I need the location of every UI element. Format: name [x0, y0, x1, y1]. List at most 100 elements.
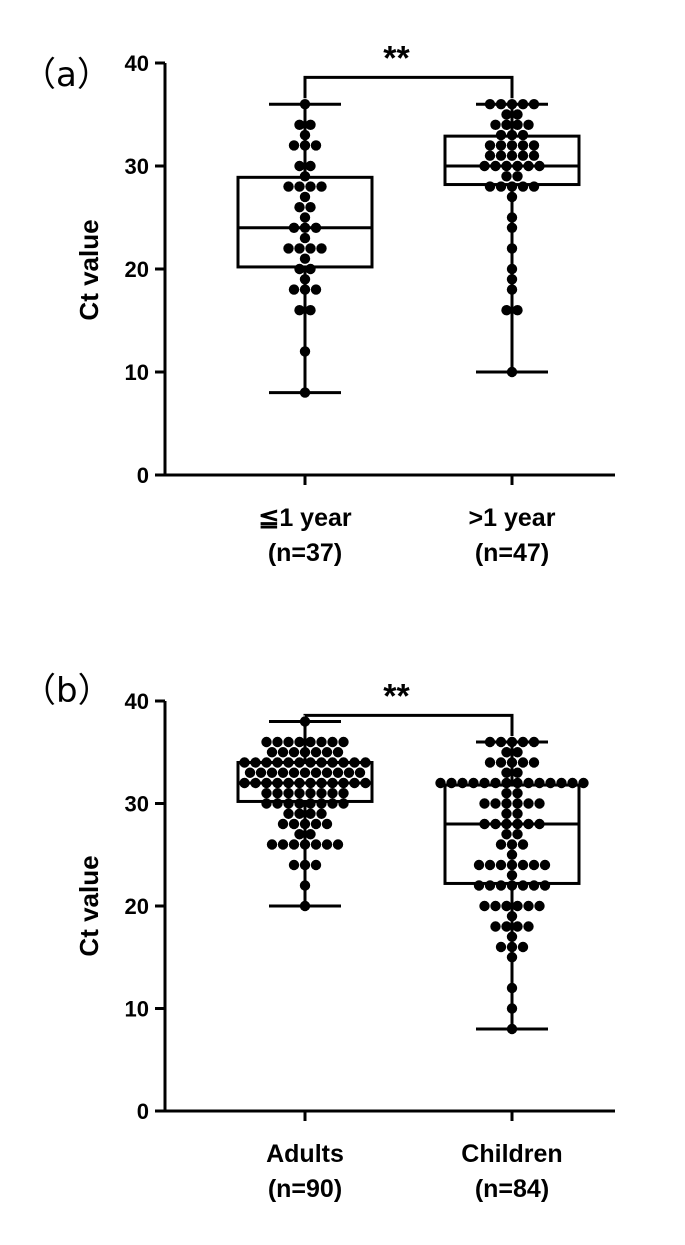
data-point-a-1-38	[512, 119, 523, 130]
data-point-a-1-8	[506, 212, 518, 223]
data-point-b-1-44	[523, 818, 534, 830]
data-point-b-1-72	[484, 757, 496, 768]
data-point-b-1-43	[512, 818, 523, 830]
data-point-a-1-26	[517, 150, 529, 161]
y-axis-label-b: Ct value	[74, 855, 104, 956]
y-tick-label-a-0: 0	[137, 463, 149, 488]
y-tick-label-b-0: 0	[137, 1099, 149, 1124]
data-point-a-0-36	[299, 99, 311, 110]
category-n-label-a-1: (n=47)	[475, 539, 549, 567]
data-point-a-1-5	[506, 263, 518, 275]
data-point-b-0-70	[327, 757, 338, 768]
data-point-a-0-19	[299, 212, 311, 223]
data-point-b-0-42	[272, 777, 283, 789]
data-point-b-0-53	[266, 767, 278, 778]
data-point-b-1-31	[517, 859, 529, 871]
data-point-b-0-39	[239, 777, 250, 789]
data-point-b-1-60	[479, 777, 490, 789]
data-point-a-0-25	[305, 181, 316, 192]
data-point-b-1-9	[501, 921, 512, 932]
data-point-a-0-18	[310, 222, 322, 233]
data-point-b-1-58	[457, 777, 468, 789]
data-point-a-0-13	[305, 243, 316, 254]
data-point-b-1-17	[523, 900, 534, 912]
category-n-label-b-0: (n=90)	[268, 1175, 342, 1203]
data-point-a-1-46	[528, 99, 540, 110]
data-point-b-1-74	[506, 757, 518, 768]
data-point-b-0-77	[299, 747, 311, 758]
data-point-b-0-57	[310, 767, 322, 778]
data-point-b-1-54	[501, 788, 512, 799]
data-point-a-1-6	[506, 243, 518, 254]
data-point-a-1-27	[528, 150, 540, 161]
data-point-b-0-78	[310, 747, 322, 758]
data-point-b-1-14	[490, 900, 501, 912]
data-point-b-1-71	[512, 767, 523, 778]
data-point-b-0-9	[310, 839, 322, 850]
data-point-a-0-12	[294, 243, 305, 254]
data-point-a-0-10	[299, 253, 311, 264]
data-point-b-1-37	[517, 839, 529, 850]
data-point-b-0-86	[316, 736, 327, 748]
data-point-b-1-73	[495, 757, 507, 768]
data-point-b-0-79	[321, 747, 333, 758]
data-point-b-0-22	[316, 808, 327, 819]
data-point-b-1-32	[528, 859, 540, 871]
data-point-b-0-64	[261, 757, 272, 768]
data-point-b-1-16	[512, 900, 523, 912]
data-point-b-0-28	[316, 798, 327, 809]
data-point-b-0-35	[305, 788, 316, 799]
data-point-b-0-73	[360, 757, 371, 768]
data-point-a-1-0	[506, 366, 518, 378]
data-point-b-0-65	[272, 757, 283, 768]
data-point-b-1-79	[484, 736, 496, 748]
data-point-b-0-11	[332, 839, 344, 850]
data-point-b-1-78	[512, 747, 523, 758]
data-point-b-1-68	[567, 777, 578, 789]
data-point-b-0-33	[283, 788, 294, 799]
data-point-a-0-11	[283, 243, 294, 254]
data-point-b-1-80	[495, 736, 507, 748]
data-point-a-1-43	[495, 99, 507, 110]
data-point-a-1-21	[523, 160, 534, 172]
data-point-b-0-27	[305, 798, 316, 809]
data-point-b-0-32	[272, 788, 283, 799]
data-point-b-0-49	[349, 777, 360, 789]
data-point-a-1-35	[517, 129, 529, 141]
data-point-a-0-1	[299, 346, 311, 357]
data-point-a-1-42	[484, 99, 496, 110]
data-point-b-1-50	[501, 798, 512, 809]
data-point-a-1-28	[484, 140, 496, 151]
data-point-b-0-30	[338, 798, 349, 809]
data-point-b-0-10	[321, 839, 333, 850]
category-label-a-1: >1 year	[469, 504, 556, 532]
data-point-b-1-52	[523, 798, 534, 809]
data-point-a-1-10	[484, 181, 496, 192]
data-point-a-1-3	[506, 284, 518, 295]
data-point-a-1-7	[506, 222, 518, 233]
data-point-b-1-49	[490, 798, 501, 809]
data-point-b-0-43	[283, 777, 294, 789]
data-point-b-0-76	[288, 747, 300, 758]
data-point-b-1-57	[446, 777, 457, 789]
data-point-b-1-5	[506, 941, 518, 953]
data-point-a-0-7	[299, 274, 311, 285]
data-point-b-0-69	[316, 757, 327, 768]
data-point-a-1-18	[490, 160, 501, 172]
significance-label-b: **	[383, 677, 410, 715]
data-point-b-0-50	[360, 777, 371, 789]
data-point-b-1-18	[534, 900, 545, 912]
data-point-a-1-32	[528, 140, 540, 151]
data-point-b-1-22	[506, 880, 518, 891]
data-point-b-0-3	[299, 859, 311, 871]
panel-a: （a） Ct value ** ≦1 year (n=37) >1 year (…	[22, 39, 615, 567]
data-point-b-0-26	[294, 798, 305, 809]
y-tick-label-b-1: 10	[125, 997, 149, 1022]
data-point-b-1-23	[517, 880, 529, 891]
data-point-b-1-8	[490, 921, 501, 932]
data-point-b-1-38	[501, 829, 512, 840]
data-point-a-1-41	[512, 109, 523, 120]
data-point-b-1-83	[528, 736, 540, 748]
data-point-a-0-8	[294, 263, 305, 275]
